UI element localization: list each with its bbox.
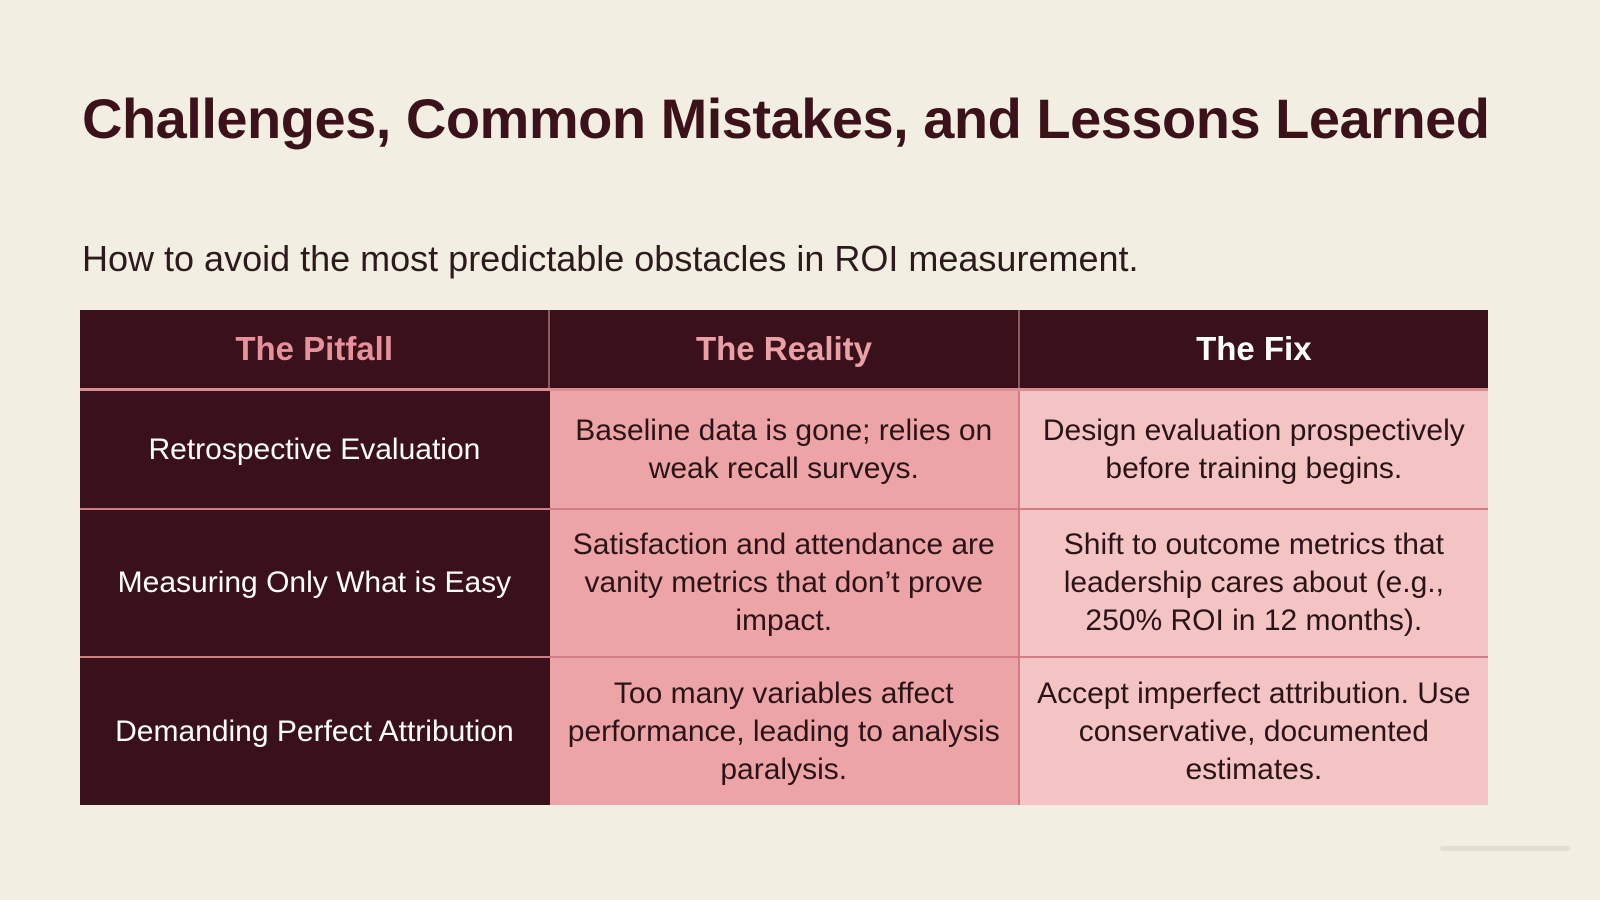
table-row: Retrospective Evaluation Baseline data i…	[80, 389, 1488, 510]
table-row: Demanding Perfect Attribution Too many v…	[80, 657, 1488, 805]
pitfall-cell: Measuring Only What is Easy	[80, 509, 550, 658]
fix-cell: Design evaluation prospectively before t…	[1018, 389, 1488, 510]
reality-cell: Too many variables affect performance, l…	[549, 657, 1020, 805]
header-pitfall: The Pitfall	[80, 310, 551, 391]
slide-title: Challenges, Common Mistakes, and Lessons…	[82, 87, 1490, 150]
header-fix: The Fix	[1018, 310, 1488, 391]
reality-cell: Satisfaction and attendance are vanity m…	[549, 509, 1020, 658]
decorative-bar	[1440, 846, 1570, 851]
slide-subtitle: How to avoid the most predictable obstac…	[82, 238, 1139, 279]
fix-cell: Shift to outcome metrics that leadership…	[1018, 509, 1488, 658]
pitfalls-table: The Pitfall The Reality The Fix Retrospe…	[80, 310, 1488, 805]
header-reality: The Reality	[549, 310, 1020, 391]
table-header-row: The Pitfall The Reality The Fix	[80, 310, 1488, 391]
pitfall-cell: Retrospective Evaluation	[80, 389, 550, 510]
reality-cell: Baseline data is gone; relies on weak re…	[549, 389, 1020, 510]
pitfall-cell: Demanding Perfect Attribution	[80, 657, 550, 805]
fix-cell: Accept imperfect attribution. Use conser…	[1018, 657, 1488, 805]
table-row: Measuring Only What is Easy Satisfaction…	[80, 509, 1488, 658]
